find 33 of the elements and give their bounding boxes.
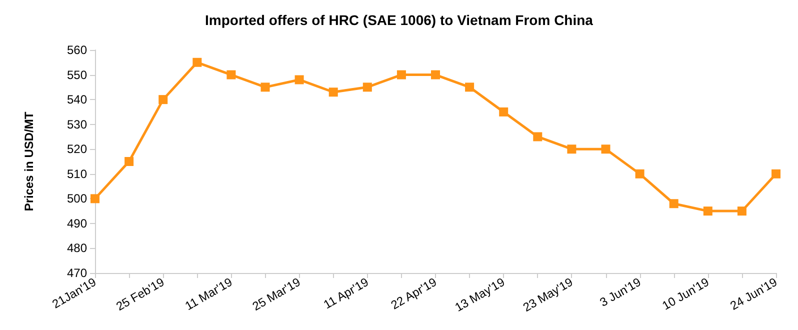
point xyxy=(396,70,406,80)
chart-title: Imported offers of HRC (SAE 1006) to Vietnam From China xyxy=(205,12,594,28)
point xyxy=(737,206,746,216)
point xyxy=(533,132,542,142)
y-axis-title: Prices in USD/MT xyxy=(22,111,36,212)
point xyxy=(362,82,372,92)
point xyxy=(90,194,100,204)
point xyxy=(465,82,474,92)
point xyxy=(703,206,712,216)
point xyxy=(294,75,304,84)
y-tick-label: 500 xyxy=(66,192,88,206)
point xyxy=(772,169,780,178)
point xyxy=(158,95,168,104)
point xyxy=(669,199,678,208)
point xyxy=(192,58,202,67)
y-tick-label: 540 xyxy=(66,92,88,107)
point xyxy=(499,107,508,116)
y-tick-label: 470 xyxy=(66,266,88,280)
y-tick-label: 550 xyxy=(66,68,88,82)
point xyxy=(328,88,338,97)
point xyxy=(601,144,610,154)
point xyxy=(431,70,440,80)
point xyxy=(124,157,134,166)
y-tick-label: 510 xyxy=(66,166,88,181)
y-tick-label: 560 xyxy=(66,43,88,57)
y-tick-label: 520 xyxy=(66,142,88,156)
y-tick-label: 530 xyxy=(66,117,88,132)
y-tick-label: 480 xyxy=(66,241,88,256)
point xyxy=(226,70,236,80)
point xyxy=(635,169,644,178)
y-tick-label: 490 xyxy=(66,216,88,230)
point xyxy=(260,82,270,92)
point xyxy=(567,144,576,154)
